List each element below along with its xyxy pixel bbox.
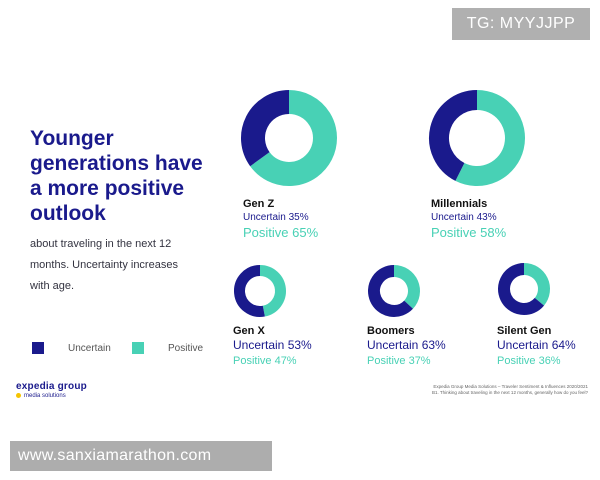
gen-x-positive-label: Positive 47% — [233, 355, 297, 367]
silent-gen-positive-slice — [523, 263, 550, 306]
infographic-panel — [0, 68, 600, 410]
watermark-top-right: TG: MYYJJPP — [452, 8, 590, 40]
gen-x-positive-slice — [259, 265, 286, 317]
source-line-2: B1. Thinking about traveling in the next… — [431, 390, 588, 395]
legend-swatch-uncertain — [32, 342, 44, 354]
source-line-1: Expedia Group Media Solutions – Traveler… — [433, 384, 588, 389]
legend-label-uncertain: Uncertain — [68, 342, 111, 354]
legend-swatch-positive — [132, 342, 144, 354]
boomers-uncertain-slice — [368, 265, 413, 317]
footer-brand-sub: media solutions — [24, 393, 66, 400]
gen-z-uncertain-label: Uncertain 35% — [243, 212, 309, 223]
footer-brand: expedia group — [16, 381, 87, 392]
expedia-group-logo: expedia group media solutions — [16, 381, 87, 399]
silent-gen-positive-label: Positive 36% — [497, 355, 561, 367]
gen-x-uncertain-slice — [234, 265, 265, 317]
legend-uncertain: Uncertain — [32, 340, 111, 356]
source-note: Expedia Group Media Solutions – Traveler… — [373, 384, 588, 396]
gen-z-positive-slice — [250, 90, 337, 186]
gen-z-positive-label: Positive 65% — [243, 225, 319, 240]
silent-gen-name-label: Silent Gen — [497, 325, 552, 337]
legend-label-positive: Positive — [168, 342, 204, 354]
gen-z-name-label: Gen Z — [243, 198, 275, 210]
gen-z-uncertain-slice — [241, 90, 290, 167]
boomers-positive-slice — [393, 265, 420, 309]
boomers-uncertain-label: Uncertain 63% — [367, 338, 446, 352]
millennials-positive-slice — [455, 90, 525, 186]
millennials-uncertain-label: Uncertain 43% — [431, 212, 497, 223]
subtext: about traveling in the next 12 months. U… — [30, 238, 178, 292]
gen-x-uncertain-label: Uncertain 53% — [233, 338, 312, 352]
gen-x-name-label: Gen X — [233, 325, 265, 337]
boomers-name-label: Boomers — [367, 325, 415, 337]
millennials-positive-label: Positive 58% — [431, 225, 507, 240]
legend-positive: Positive — [132, 340, 203, 356]
millennials-uncertain-slice — [429, 90, 478, 181]
boomers-positive-label: Positive 37% — [367, 355, 431, 367]
silent-gen-uncertain-label: Uncertain 64% — [497, 338, 576, 352]
silent-gen-uncertain-slice — [498, 263, 545, 315]
millennials-name-label: Millennials — [431, 198, 488, 210]
watermark-bottom-left: www.sanxiamarathon.com — [10, 441, 272, 471]
logo-dot-icon — [16, 393, 21, 398]
headline: Younger generations have a more positive… — [30, 127, 203, 225]
